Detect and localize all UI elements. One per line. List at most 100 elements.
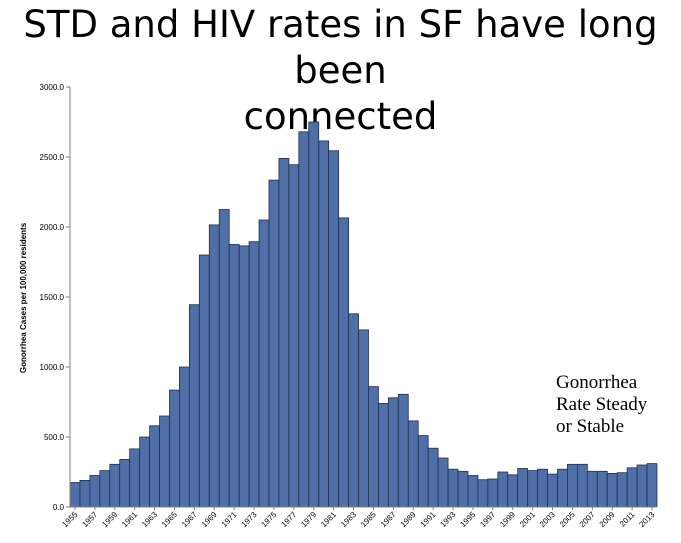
bar-1992 [437,457,449,508]
bar-series [69,121,658,508]
bar-1968 [198,254,210,508]
bar-2006 [577,463,588,508]
annotation-text: Gonorrhea Rate Steady or Stable [556,372,676,438]
bar-1985 [368,386,379,508]
x-tick-label: 1979 [299,510,318,529]
bar-1972 [238,245,250,508]
x-tick-label: 1989 [399,510,418,529]
bar-1989 [407,420,419,508]
y-tick-label: 2500.0 [40,153,65,162]
bar-1980 [318,140,330,508]
bar-2000 [517,468,529,508]
bar-1979 [308,121,320,508]
y-tick-label: 2000.0 [40,223,65,232]
bar-1998 [497,471,509,508]
axes [66,86,657,510]
bar-1984 [358,329,369,508]
x-tick-label: 1999 [498,510,517,529]
bar-1991 [427,447,439,508]
bar-1961 [129,448,141,508]
bar-1981 [328,150,340,508]
bar-1965 [169,389,180,508]
bar-1976 [278,157,290,508]
bar-1970 [218,209,230,508]
bar-2008 [596,470,608,508]
bar-2005 [567,463,578,508]
bar-1963 [149,425,160,508]
bar-1966 [179,366,190,508]
x-tick-label: 2013 [637,510,656,529]
y-axis-label: Gonorrhea Cases per 100,000 residents [19,222,28,373]
bar-1971 [228,244,240,508]
bar-1986 [378,402,389,508]
bar-2011 [626,467,638,508]
x-tick-label: 1969 [200,510,219,529]
x-tick-label: 1973 [240,510,259,529]
x-tick-label: 1991 [419,510,438,529]
bar-1969 [208,224,220,508]
annotation-line-2: Rate Steady [556,394,648,415]
bar-2010 [616,472,628,508]
x-tick-label: 1985 [359,510,378,529]
bar-1995 [467,475,479,508]
bar-1973 [248,241,260,508]
bar-1964 [159,415,170,508]
bar-2004 [557,468,568,508]
annotation-line-1: Gonorrhea [556,372,638,393]
bar-1982 [338,217,349,508]
bar-1975 [268,179,280,508]
bar-1997 [487,478,499,508]
slide-title-line-1: STD and HIV rates in SF have long been [23,3,658,92]
bar-2002 [537,468,548,508]
x-tick-label: 2009 [598,510,617,529]
bar-1988 [397,393,409,508]
y-tick-label: 3000.0 [40,83,65,92]
x-tick-label: 1959 [100,510,119,529]
bar-1956 [79,479,91,508]
bar-2009 [606,472,618,508]
bar-2013 [646,463,658,508]
x-tick-label: 2003 [538,510,557,529]
slide-title-line-2: connected [243,95,438,138]
bar-1974 [258,219,270,508]
bar-1999 [507,474,519,508]
x-tick-label: 1955 [60,510,79,529]
bar-1955 [69,482,81,508]
y-tick-label: 500.0 [44,433,65,442]
x-tick-label: 1995 [458,510,477,529]
x-tick-label: 1975 [259,510,278,529]
x-tick-label: 1997 [478,510,497,529]
bar-1994 [457,470,469,508]
x-tick-label: 1967 [180,510,199,529]
bar-2012 [636,464,648,508]
x-tick-label: 1965 [160,510,179,529]
x-tick-label: 1977 [279,510,298,529]
bar-1977 [288,164,300,508]
x-tick-labels: 1955 1957 1959 1961 1963 1965 1967 1969 1971 1973… [60,510,656,529]
x-tick-label: 1957 [80,510,99,529]
annotation-line-3: or Stable [556,416,625,437]
bar-1960 [119,458,131,508]
y-tick-label: 0.0 [53,503,65,512]
x-tick-label: 1981 [319,510,338,529]
bar-1962 [139,436,150,508]
bar-1987 [387,397,399,508]
bar-1978 [298,131,310,508]
x-tick-label: 1993 [438,510,457,529]
y-tick-labels: 0.0 500.0 1000.0 1500.0 2000.0 2500.0 3000.0 [40,83,65,512]
x-tick-label: 1983 [339,510,358,529]
bar-2003 [547,473,558,508]
x-tick-label: 1987 [379,510,398,529]
x-tick-label: 2001 [518,510,537,529]
x-tick-label: 2011 [618,510,637,529]
x-tick-label: 1963 [140,510,159,529]
bar-1996 [477,479,489,508]
bar-1957 [89,475,101,508]
x-tick-label: 1971 [220,510,239,529]
y-tick-label: 1000.0 [40,363,65,372]
bar-1990 [417,435,429,508]
bar-1993 [447,468,459,508]
x-tick-label: 1961 [120,510,139,529]
bar-1958 [99,470,111,508]
